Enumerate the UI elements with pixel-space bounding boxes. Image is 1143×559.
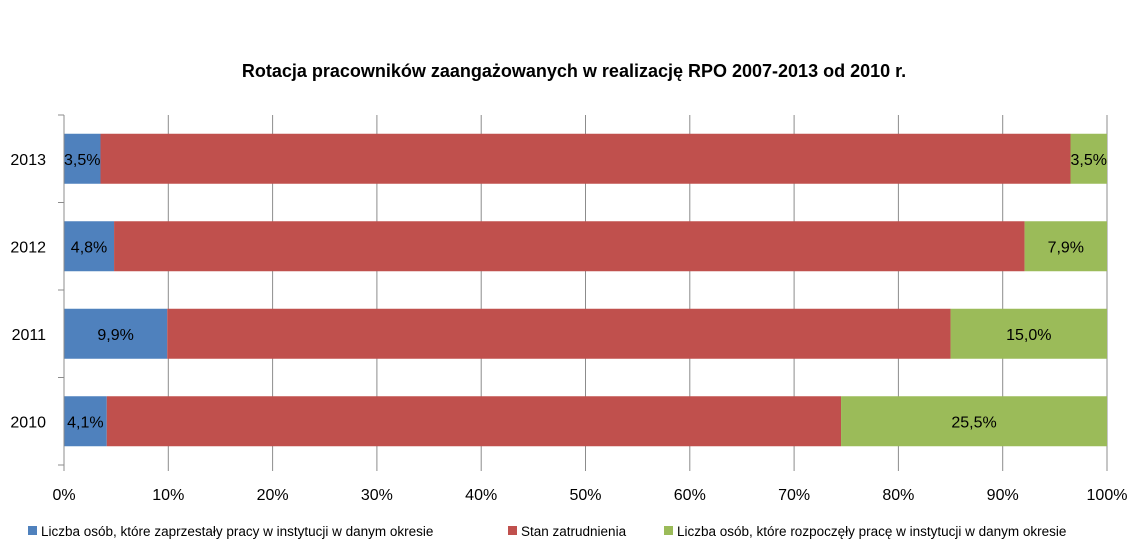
bar-segment (167, 308, 951, 359)
legend-swatch (28, 526, 37, 535)
bar-segment (64, 133, 101, 184)
bar-segment (1024, 221, 1107, 272)
data-label: 4,1% (67, 414, 103, 431)
legend-swatch (664, 526, 673, 535)
bar-segment (950, 308, 1107, 359)
data-label: 9,9% (97, 327, 133, 344)
bar-segment (64, 221, 115, 272)
bar-segment (114, 221, 1025, 272)
data-label: 3,5% (64, 152, 100, 169)
x-tick-label: 20% (257, 487, 289, 504)
x-tick-label: 10% (152, 487, 184, 504)
bar-segment (64, 308, 168, 359)
chart-title: Rotacja pracowników zaangażowanych w rea… (242, 61, 906, 81)
legend-label: Liczba osób, które zaprzestały pracy w i… (41, 524, 433, 539)
data-label: 3,5% (1071, 152, 1107, 169)
legend: Liczba osób, które zaprzestały pracy w i… (28, 524, 1066, 539)
category-label: 2010 (10, 414, 46, 431)
bar-segment (64, 396, 107, 447)
data-label: 15,0% (1006, 327, 1051, 344)
category-label: 2013 (10, 152, 46, 169)
data-labels: 3,5% 3,5% 4,8% 7,9% 9,9% 15,0% 4,1% 25,5% (64, 152, 1107, 432)
x-tick-label: 0% (52, 487, 75, 504)
x-tick-label: 60% (674, 487, 706, 504)
bars (64, 133, 1107, 447)
x-tick-label: 50% (569, 487, 601, 504)
axes: 0% 10% 20% 30% 40% 50% 60% 70% 80% 90% 100% 2013 201… (10, 114, 1128, 504)
data-label: 25,5% (951, 414, 996, 431)
legend-swatch (508, 526, 517, 535)
category-label: 2012 (10, 239, 46, 256)
data-label: 4,8% (71, 239, 107, 256)
x-tick-label: 30% (361, 487, 393, 504)
x-tick-label: 70% (778, 487, 810, 504)
bar-segment (1070, 133, 1107, 184)
x-tick-label: 40% (465, 487, 497, 504)
x-tick-label: 100% (1087, 487, 1128, 504)
bar-segment (841, 396, 1107, 447)
x-tick-label: 80% (882, 487, 914, 504)
category-label: 2011 (12, 327, 47, 344)
legend-label: Stan zatrudnienia (521, 524, 627, 539)
bar-segment (100, 133, 1071, 184)
x-tick-label: 90% (987, 487, 1019, 504)
bar-segment (106, 396, 842, 447)
legend-label: Liczba osób, które rozpoczęły pracę w in… (677, 524, 1066, 539)
data-label: 7,9% (1048, 239, 1084, 256)
